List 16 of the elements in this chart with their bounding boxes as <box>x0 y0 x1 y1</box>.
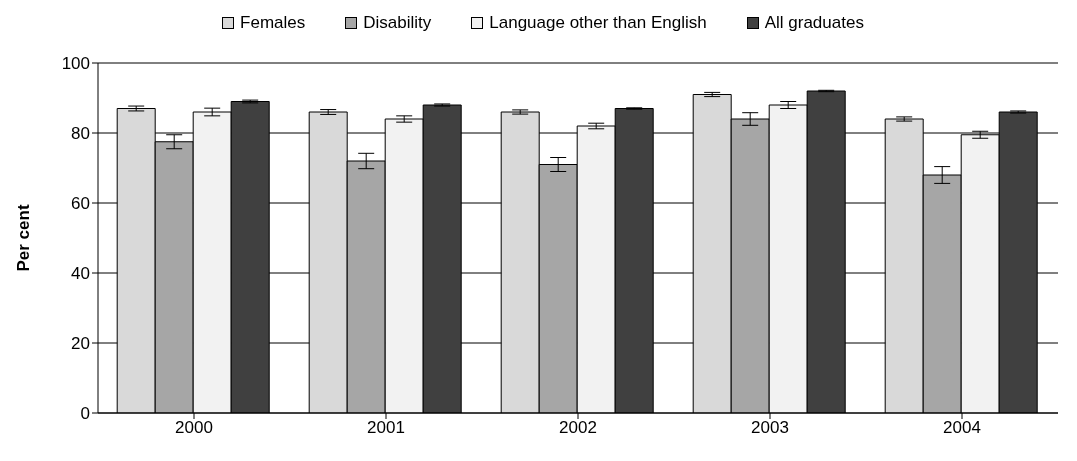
x-tick-label: 2001 <box>367 418 405 438</box>
legend-label: Language other than English <box>489 13 707 33</box>
y-tick-label: 40 <box>71 264 90 284</box>
y-axis-title: Per cent <box>14 204 34 272</box>
legend-label: Females <box>240 13 306 33</box>
x-tick-label: 2000 <box>175 418 213 438</box>
y-tick-label: 80 <box>71 124 90 144</box>
y-tick-label: 100 <box>61 54 90 74</box>
x-tick-label: 2004 <box>943 418 981 438</box>
y-tick-label: 20 <box>71 334 90 354</box>
x-tick-label: 2003 <box>751 418 789 438</box>
y-tick-label: 60 <box>71 194 90 214</box>
x-tick-label: 2002 <box>559 418 597 438</box>
legend-label: Disability <box>363 13 432 33</box>
legend-label: All graduates <box>764 13 864 33</box>
y-tick-label: 0 <box>80 404 90 424</box>
